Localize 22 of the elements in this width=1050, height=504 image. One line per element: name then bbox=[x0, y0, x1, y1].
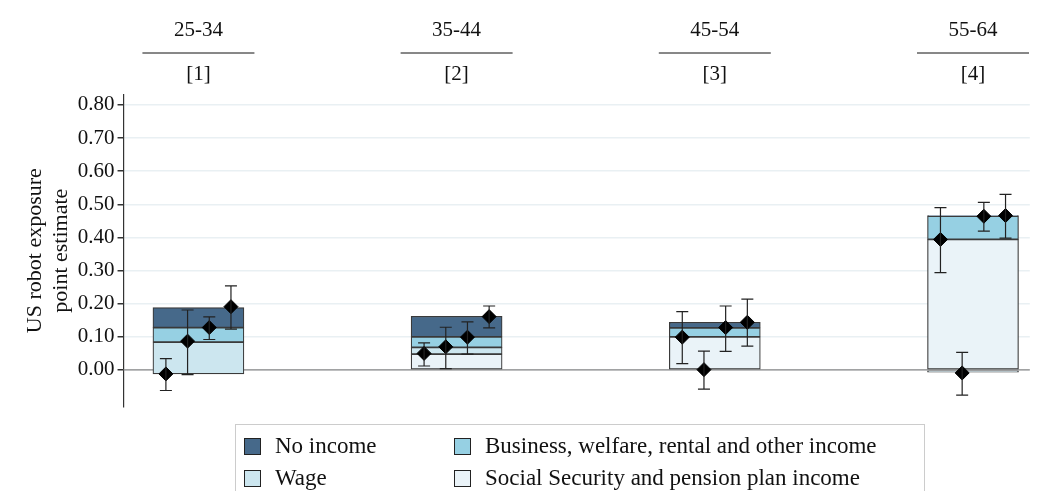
text: [1] bbox=[186, 60, 211, 85]
legend-label: No income bbox=[275, 433, 377, 459]
y-tick-label: 0.40 bbox=[77, 223, 115, 248]
x-tick-label: 35-44 bbox=[432, 16, 482, 41]
x-tick-label: 25-34 bbox=[173, 16, 224, 41]
x-tick-label: 55-64 bbox=[948, 16, 998, 41]
y-tick-label: 0.30 bbox=[77, 257, 115, 282]
text: [3] bbox=[702, 60, 728, 85]
y-tick-label: 0.60 bbox=[77, 157, 115, 182]
legend-label: Wage bbox=[275, 465, 327, 491]
y-tick-label: 0.70 bbox=[77, 124, 115, 149]
y-tick-label: 0.00 bbox=[77, 356, 115, 381]
y-tick-label: 0.10 bbox=[77, 323, 115, 348]
y-axis-title: US robot exposure point estimate bbox=[20, 168, 73, 334]
legend-label: Social Security and pension plan income bbox=[485, 465, 860, 491]
text: [4] bbox=[960, 60, 986, 85]
y-tick-label: 0.80 bbox=[77, 91, 115, 116]
y-tick-label: 0.20 bbox=[77, 290, 115, 315]
y-tick-label: 0.50 bbox=[77, 190, 115, 215]
legend-label: Business, welfare, rental and other income bbox=[485, 433, 877, 459]
text: [2] bbox=[444, 60, 469, 85]
x-tick-label: 45-54 bbox=[690, 16, 740, 41]
